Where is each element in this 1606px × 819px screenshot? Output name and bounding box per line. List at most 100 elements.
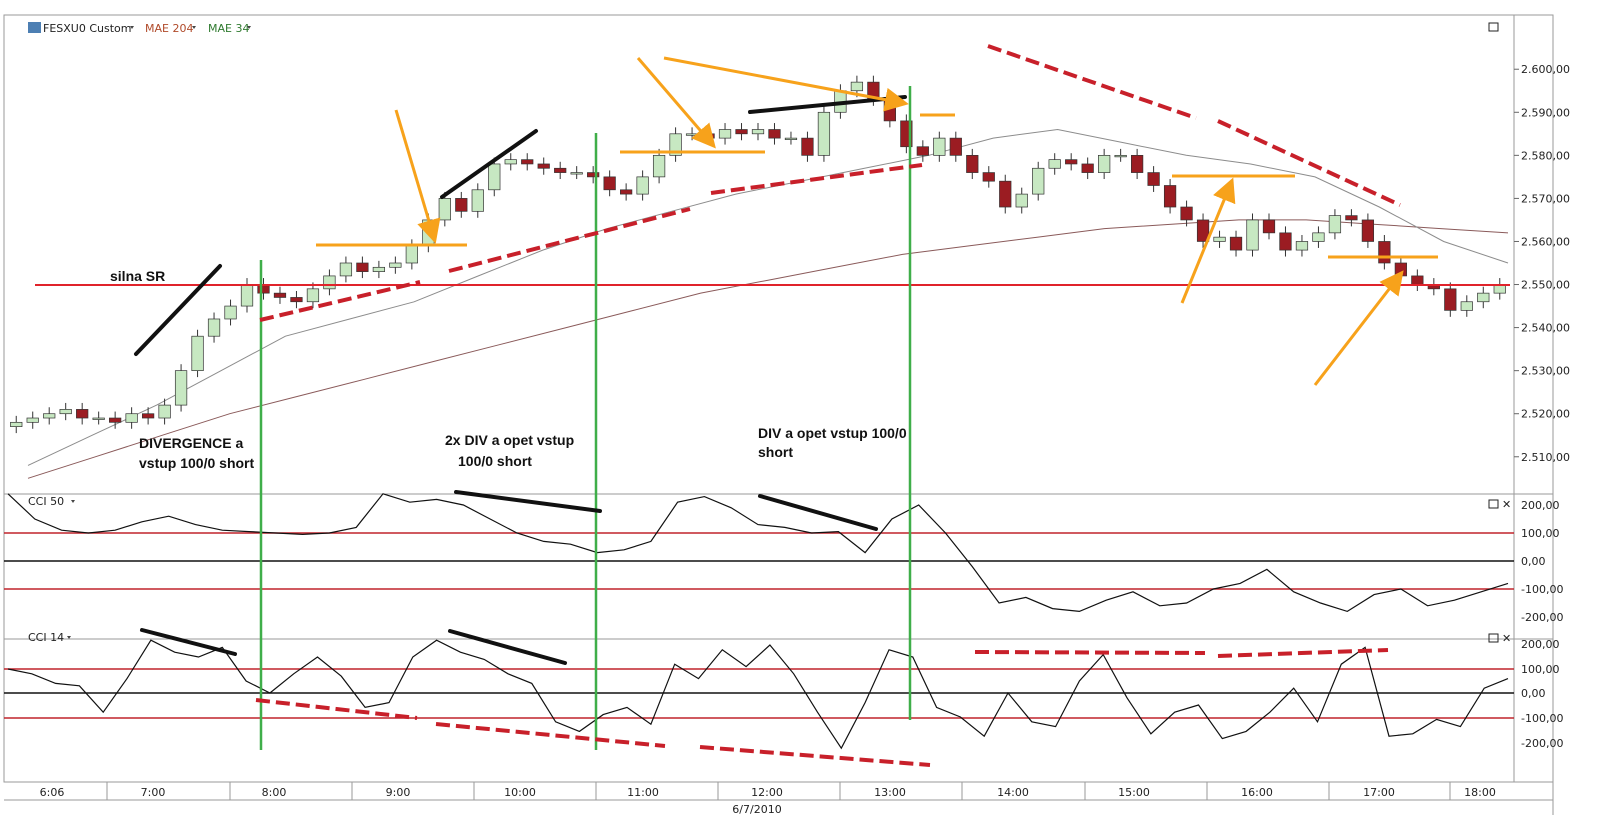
orange-arrow-1 — [394, 109, 441, 244]
time-tick-label: 16:00 — [1241, 786, 1273, 799]
price-tick-label: 2.540,00 — [1521, 322, 1570, 335]
candle-body — [1081, 163, 1094, 173]
annotation-1-line2: vstup 100/0 short — [139, 455, 254, 471]
candle-body — [1065, 159, 1078, 165]
annotation-3-line2: short — [758, 444, 793, 460]
candle-body — [636, 176, 649, 195]
cci-tick-label: -200,00 — [1521, 737, 1563, 750]
candle-body — [191, 335, 204, 372]
cci50-maximize-icon[interactable] — [1488, 499, 1499, 509]
price-tick-label: 2.580,00 — [1521, 149, 1570, 162]
cci14-dashed-line-1 — [255, 698, 418, 720]
price-tick-label: 2.560,00 — [1521, 235, 1570, 248]
annotation-1-line1: DIVERGENCE a — [139, 435, 243, 451]
candle-body — [1394, 262, 1407, 277]
candle-body — [521, 159, 534, 165]
candle-body — [59, 409, 72, 415]
cci50-pane: CCI 50 ✕ 200,00 100,00 0,00 -100,00 -200,00 — [4, 493, 1563, 624]
maximize-icon[interactable] — [1488, 22, 1499, 32]
cci14-close-icon[interactable]: ✕ — [1502, 632, 1511, 645]
candle-body — [1460, 301, 1473, 311]
cci50-series-line — [7, 493, 1509, 613]
cci-tick-label: -100,00 — [1521, 583, 1563, 596]
candle-body — [1229, 236, 1243, 251]
cci-tick-label: 100,00 — [1521, 663, 1560, 676]
candle-body — [1114, 154, 1127, 158]
cci14-dashed-line-3 — [699, 745, 931, 767]
symbol-label[interactable]: FESXU0 Custom — [43, 22, 131, 35]
candle-body — [306, 288, 320, 303]
candle-body — [801, 137, 814, 156]
dashed-line-1 — [259, 280, 421, 322]
time-tick-label: 9:00 — [386, 786, 411, 799]
candle-body — [933, 137, 946, 156]
candle-body — [652, 154, 666, 178]
price-tick-label: 2.570,00 — [1521, 192, 1570, 205]
cci14-trend-line-2 — [448, 629, 567, 665]
candle-body — [405, 245, 418, 264]
candle-body — [389, 262, 402, 268]
candle-body — [603, 176, 616, 191]
candle-body — [273, 292, 287, 298]
entry-markers — [259, 86, 912, 750]
candle-body — [784, 137, 798, 140]
ma-slow-dropdown-icon[interactable] — [192, 26, 196, 29]
time-tick-label: 18:00 — [1464, 786, 1496, 799]
candle-body — [207, 318, 221, 337]
cci50-axis: 200,00 100,00 0,00 -100,00 -200,00 — [1521, 499, 1563, 624]
candle-body — [339, 262, 353, 277]
candle-body — [1015, 193, 1028, 208]
candle-body — [92, 417, 105, 420]
candle-body — [751, 129, 765, 135]
cci14-dashed-line-4 — [974, 650, 1206, 655]
time-tick-label: 17:00 — [1363, 786, 1395, 799]
candle-body — [1279, 232, 1292, 251]
time-tick-label: 14:00 — [997, 786, 1029, 799]
cci14-dropdown-icon[interactable] — [67, 636, 71, 639]
cci50-label[interactable]: CCI 50 — [28, 495, 64, 508]
ma-slow-label[interactable]: MAE 204 — [145, 22, 193, 35]
symbol-dropdown-icon[interactable] — [130, 26, 134, 29]
cci14-dashed-line-2 — [435, 722, 666, 748]
candle-body — [1213, 236, 1226, 242]
candle-body — [1147, 172, 1160, 186]
annotations: DIVERGENCE a vstup 100/0 short 2x DIV a … — [139, 425, 907, 471]
candle-body — [504, 159, 517, 165]
candle-body — [1444, 288, 1457, 311]
cci-tick-label: 0,00 — [1521, 555, 1546, 568]
candle-body — [1262, 219, 1276, 234]
dashed-line-5 — [1217, 119, 1401, 207]
candle-body — [471, 189, 484, 212]
candle-body — [999, 180, 1012, 208]
candle-body — [1295, 241, 1309, 251]
candle-body — [240, 284, 254, 307]
candle-body — [1328, 215, 1342, 234]
orange-arrow-4 — [1180, 177, 1236, 304]
candle-body — [900, 120, 913, 148]
candle-body — [1345, 215, 1358, 221]
candle-body — [718, 129, 732, 139]
candle-body — [735, 129, 748, 135]
candle-body — [224, 305, 237, 320]
orange-arrow-2 — [636, 57, 716, 149]
ma-fast-label[interactable]: MAE 34 — [208, 22, 249, 35]
candle-body — [1163, 185, 1177, 208]
dashed-line-4 — [987, 44, 1197, 120]
cci50-dropdown-icon[interactable] — [71, 500, 75, 503]
cci14-trend-line-1 — [140, 628, 237, 656]
candle-body — [125, 413, 138, 423]
cci-tick-label: -200,00 — [1521, 611, 1563, 624]
candle-body — [455, 198, 468, 212]
candle-body — [141, 413, 155, 419]
candle-body — [570, 172, 583, 175]
cci50-close-icon[interactable]: ✕ — [1502, 498, 1511, 511]
cci14-maximize-icon[interactable] — [1488, 633, 1499, 643]
cci-tick-label: 0,00 — [1521, 687, 1546, 700]
ma-fast-dropdown-icon[interactable] — [247, 26, 251, 29]
candle-body — [1246, 219, 1259, 251]
time-tick-label: 15:00 — [1118, 786, 1150, 799]
trend-lines — [134, 95, 907, 665]
dashed-line-3 — [710, 163, 923, 195]
cci14-label[interactable]: CCI 14 — [28, 631, 64, 644]
